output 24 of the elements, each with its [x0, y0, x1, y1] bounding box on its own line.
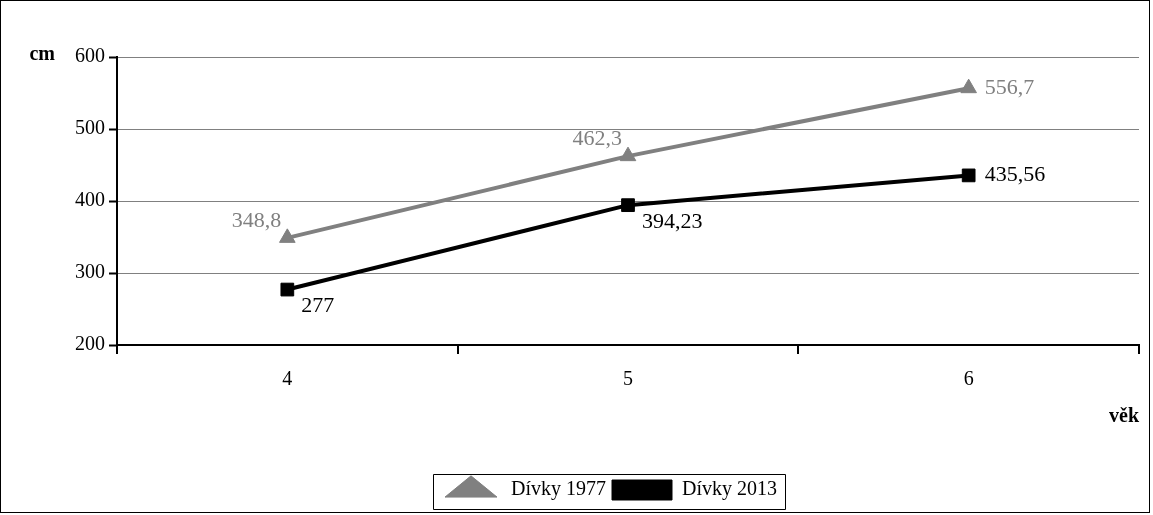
x-tick-label: 6 [963, 367, 974, 390]
point [960, 78, 977, 94]
y-tick-label: 500 [75, 116, 105, 139]
y-tick-label: 300 [75, 260, 105, 283]
point [621, 198, 635, 213]
point [279, 228, 296, 243]
legend-label: Dívky 1977 [511, 477, 606, 501]
x-tick-label: 4 [282, 367, 293, 390]
x-axis-title: věk [1109, 404, 1140, 427]
data-label: 556,7 [984, 73, 1035, 99]
y-tick-label: 200 [75, 332, 105, 355]
legend-label: Dívky 2013 [682, 477, 777, 501]
data-label: 348,8 [231, 206, 282, 232]
x-tick-label: 5 [623, 367, 633, 390]
point [280, 282, 295, 297]
data-label: 394,23 [642, 207, 703, 233]
point [961, 168, 976, 183]
data-label: 462,3 [572, 124, 622, 150]
data-label: 435,56 [984, 161, 1046, 187]
y-tick-label: 600 [75, 44, 105, 67]
data-label: 277 [301, 292, 335, 318]
point [619, 146, 637, 162]
y-axis-title: cm [29, 42, 56, 65]
y-tick-label: 400 [75, 188, 105, 211]
